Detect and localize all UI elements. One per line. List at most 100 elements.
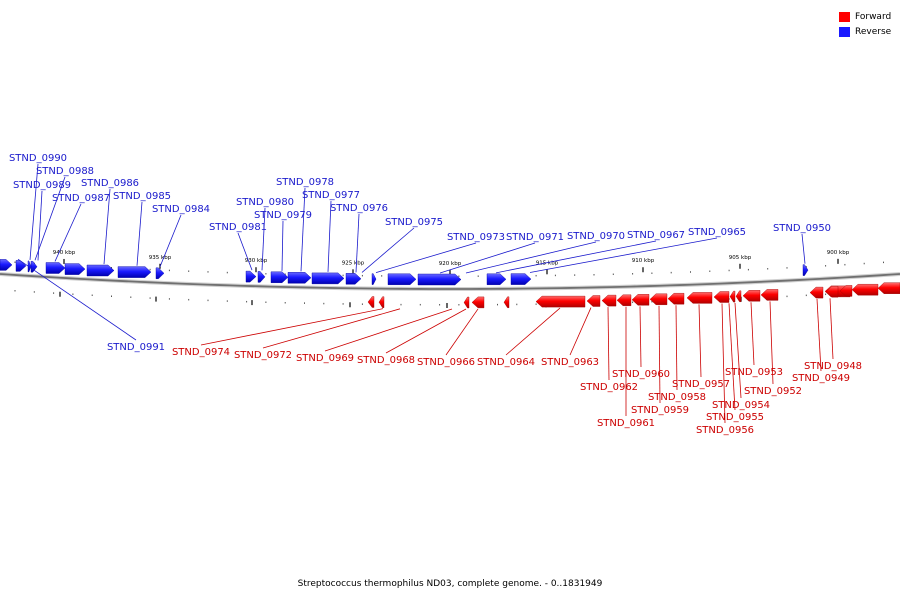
gene-arrow-STND_0985[interactable] xyxy=(117,266,152,278)
gene-arrow-STND_0973[interactable] xyxy=(387,273,417,285)
gene-label[interactable]: STND_0961 xyxy=(597,418,655,429)
gene-arrow-STND_0979[interactable] xyxy=(270,271,289,283)
leader-line xyxy=(237,232,253,271)
gene-arrow-STND_0964[interactable] xyxy=(535,295,586,308)
gene-label[interactable]: STND_0978 xyxy=(276,177,334,188)
gene-label[interactable]: STND_0977 xyxy=(302,190,360,201)
gene-label[interactable]: STND_0990 xyxy=(9,153,67,164)
leader-line xyxy=(505,307,561,356)
leader-line xyxy=(750,302,755,366)
gene-arrow-STND_0977[interactable] xyxy=(311,272,345,285)
gene-label[interactable]: STND_0962 xyxy=(580,382,638,393)
gene-arrow-extra-reverse-0[interactable] xyxy=(64,263,86,275)
gene-label[interactable]: STND_0955 xyxy=(706,412,764,423)
gene-arrow-STND_0967[interactable] xyxy=(510,273,532,285)
gene-label[interactable]: STND_0950 xyxy=(773,223,831,234)
gene-arrow-STND_0957[interactable] xyxy=(686,292,713,304)
gene-label[interactable]: STND_0970 xyxy=(567,231,625,242)
gene-label[interactable]: STND_0989 xyxy=(13,180,71,191)
kbp-tick-label: 900 kbp xyxy=(827,250,850,256)
gene-label[interactable]: STND_0975 xyxy=(385,217,443,228)
gene-arrow-STND_0978[interactable] xyxy=(287,272,312,284)
gene-arrow-STND_0990[interactable] xyxy=(15,260,27,272)
gene-label[interactable]: STND_0954 xyxy=(712,400,770,411)
gene-arrow-STND_0969[interactable] xyxy=(463,296,470,309)
leader-line xyxy=(281,220,284,271)
gene-label[interactable]: STND_0967 xyxy=(627,230,685,241)
gene-label[interactable]: STND_0971 xyxy=(506,232,564,243)
gene-label[interactable]: STND_0958 xyxy=(648,392,706,403)
gene-arrow-STND_0980[interactable] xyxy=(257,271,266,283)
leader-line xyxy=(675,305,678,391)
gene-arrow-STND_0987[interactable] xyxy=(45,262,66,274)
gene-label[interactable]: STND_0979 xyxy=(254,210,312,221)
gene-label[interactable]: STND_0986 xyxy=(81,178,139,189)
gene-arrow-STND_0975[interactable] xyxy=(371,273,377,285)
gene-label[interactable]: STND_0987 xyxy=(52,193,110,204)
gene-arrow-extra-forward-0[interactable] xyxy=(825,286,839,298)
gene-label[interactable]: STND_0964 xyxy=(477,357,535,368)
gene-label[interactable]: STND_0963 xyxy=(541,357,599,368)
gene-arrow-STND_0963[interactable] xyxy=(586,295,601,307)
gene-label[interactable]: STND_0948 xyxy=(804,361,862,372)
gene-arrow-STND_0970[interactable] xyxy=(486,273,507,285)
gene-label[interactable]: STND_0960 xyxy=(612,369,670,380)
gene-label[interactable]: STND_0959 xyxy=(631,405,689,416)
gene-arrow-STND_0984[interactable] xyxy=(155,267,165,279)
gene-arrow-STND_0953[interactable] xyxy=(742,290,761,302)
gene-label[interactable]: STND_0952 xyxy=(744,386,802,397)
gene-arrow-STND_0966[interactable] xyxy=(503,296,510,308)
gene-arrow-STND_0971[interactable] xyxy=(417,273,462,286)
gene-arrow-STND_0949[interactable] xyxy=(809,286,824,299)
gene-arrow-STND_0960[interactable] xyxy=(631,294,650,306)
gene-label[interactable]: STND_0949 xyxy=(792,373,850,384)
leader-line xyxy=(439,242,536,274)
genome-caption: Streptococcus thermophilus ND03, complet… xyxy=(297,579,603,589)
gene-label[interactable]: STND_0953 xyxy=(725,367,783,378)
kbp-tick-label: 925 kbp xyxy=(342,260,365,266)
gene-arrow-STND_0962[interactable] xyxy=(601,294,617,307)
gene-arrow-STND_0986[interactable] xyxy=(86,264,115,277)
gene-label[interactable]: STND_0969 xyxy=(296,353,354,364)
gene-label[interactable]: STND_0973 xyxy=(447,232,505,243)
gene-arrow-extra-forward-2[interactable] xyxy=(851,284,879,296)
legend-reverse[interactable]: Reverse xyxy=(839,24,891,39)
gene-label[interactable]: STND_0965 xyxy=(688,227,746,238)
gene-arrow-STND_0961[interactable] xyxy=(616,294,632,306)
gene-arrow-STND_0988[interactable] xyxy=(27,260,32,273)
gene-label[interactable]: STND_0956 xyxy=(696,425,754,436)
gene-arrow-STND_0976[interactable] xyxy=(345,273,362,285)
gene-arrow-STND_0981[interactable] xyxy=(245,270,257,283)
gene-label[interactable]: STND_0968 xyxy=(357,355,415,366)
gene-label[interactable]: STND_0957 xyxy=(672,379,730,390)
legend-forward[interactable]: Forward xyxy=(839,9,891,24)
gene-arrow-STND_0952[interactable] xyxy=(760,289,779,301)
leader-line xyxy=(816,299,822,372)
gene-label[interactable]: STND_0972 xyxy=(234,350,292,361)
gene-arrow-STND_0950[interactable] xyxy=(802,264,809,276)
gene-arrow-STND_0958[interactable] xyxy=(667,293,685,305)
leader-line xyxy=(261,207,266,271)
leader-line xyxy=(734,302,742,399)
gene-arrow-STND_0956[interactable] xyxy=(713,291,730,303)
gene-arrow-STND_0991[interactable] xyxy=(0,259,13,271)
gene-label[interactable]: STND_0980 xyxy=(236,197,294,208)
gene-arrow-STND_0974[interactable] xyxy=(367,296,375,308)
gene-label[interactable]: STND_0991 xyxy=(107,342,165,353)
gene-label[interactable]: STND_0974 xyxy=(172,347,230,358)
gene-label[interactable]: STND_0966 xyxy=(417,357,475,368)
gene-arrow-STND_0955[interactable] xyxy=(729,290,736,303)
gene-label[interactable]: STND_0984 xyxy=(152,204,210,215)
gene-label[interactable]: STND_0988 xyxy=(36,166,94,177)
gene-arrow-extra-forward-3[interactable] xyxy=(877,282,900,294)
leader-line xyxy=(801,233,806,264)
gene-label[interactable]: STND_0981 xyxy=(209,222,267,233)
leader-line xyxy=(769,301,774,385)
gene-arrow-extra-forward-1[interactable] xyxy=(839,285,853,297)
gene-arrow-STND_0954[interactable] xyxy=(735,290,742,302)
gene-arrow-STND_0972[interactable] xyxy=(378,296,385,308)
gene-label[interactable]: STND_0985 xyxy=(113,191,171,202)
gene-label[interactable]: STND_0976 xyxy=(330,203,388,214)
gene-arrow-STND_0968[interactable] xyxy=(471,296,485,309)
gene-arrow-STND_0959[interactable] xyxy=(649,293,668,305)
